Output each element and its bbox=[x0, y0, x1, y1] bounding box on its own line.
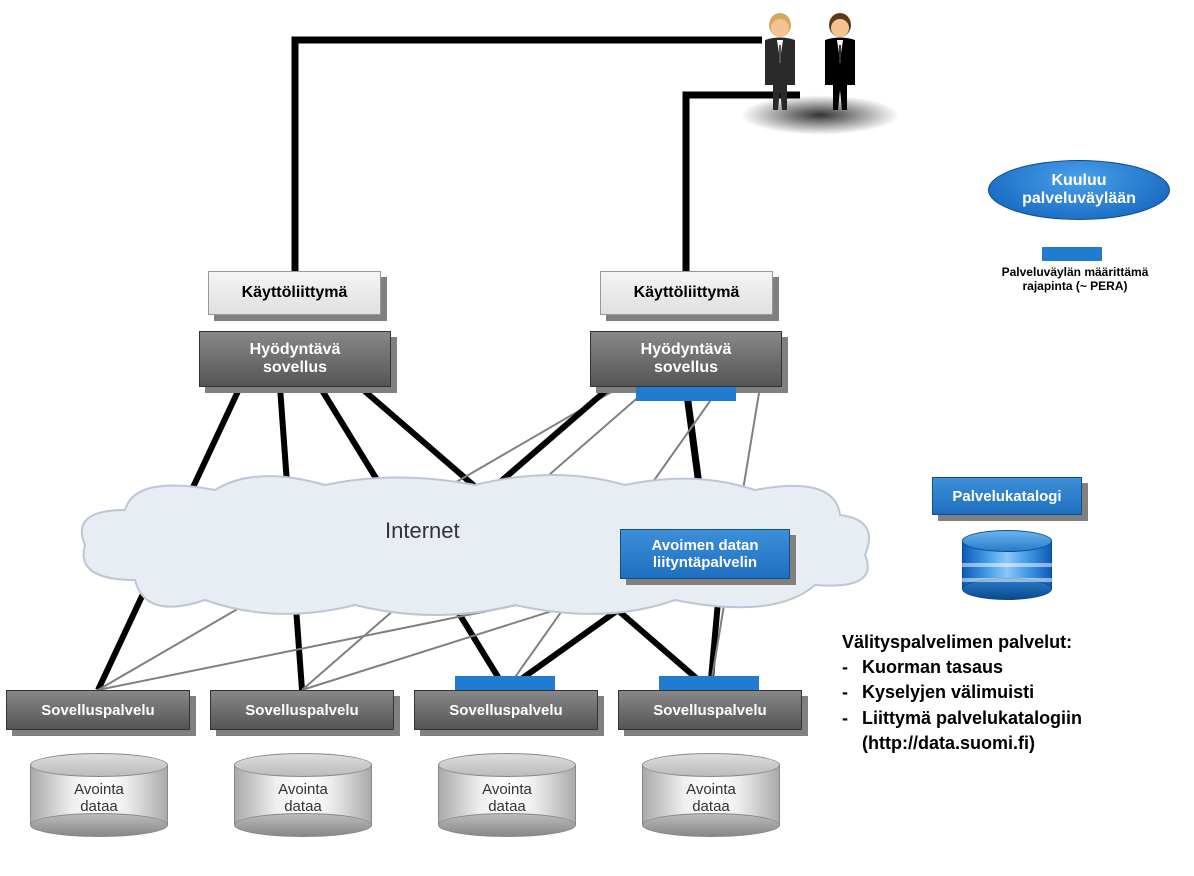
legend-bar bbox=[1042, 247, 1102, 261]
ui-box-right: Käyttöliittymä bbox=[600, 271, 773, 315]
service-box-1: Sovelluspalvelu bbox=[6, 690, 190, 730]
legend-oval-line1: Kuuluu bbox=[1051, 172, 1106, 190]
app-box-left: Hyödyntävä sovellus bbox=[199, 331, 391, 387]
legend-oval-line2: palveluväylään bbox=[1022, 190, 1136, 208]
app-box-right: Hyödyntävä sovellus bbox=[590, 331, 782, 387]
data-cylinder-2: Avointadataa bbox=[234, 755, 372, 835]
catalog-box: Palvelukatalogi bbox=[932, 477, 1082, 515]
cloud-label: Internet bbox=[385, 518, 460, 544]
app-right-interface-bar bbox=[636, 387, 736, 401]
catalog-cylinder bbox=[962, 530, 1052, 600]
data-cylinder-4: Avointadataa bbox=[642, 755, 780, 835]
service-box-2: Sovelluspalvelu bbox=[210, 690, 394, 730]
data-cylinder-3: Avointadataa bbox=[438, 755, 576, 835]
legend-bar-label: Palveluväylän määrittämä rajapinta (~ PE… bbox=[960, 265, 1190, 293]
data-cylinder-1: Avointadataa bbox=[30, 755, 168, 835]
service-box-4: Sovelluspalvelu bbox=[618, 690, 802, 730]
svc4-interface-bar bbox=[659, 676, 759, 690]
ui-box-left: Käyttöliittymä bbox=[208, 271, 381, 315]
proxy-box: Avoimen datan liityntäpalvelin bbox=[620, 529, 790, 579]
person-icon-1 bbox=[755, 10, 805, 110]
person-icon-2 bbox=[815, 10, 865, 110]
legend-oval: Kuuluu palveluväylään bbox=[988, 160, 1170, 220]
list-title: Välityspalvelimen palvelut: bbox=[842, 630, 1187, 655]
services-list: Välityspalvelimen palvelut: -Kuorman tas… bbox=[842, 630, 1187, 756]
svc3-interface-bar bbox=[455, 676, 555, 690]
service-box-3: Sovelluspalvelu bbox=[414, 690, 598, 730]
